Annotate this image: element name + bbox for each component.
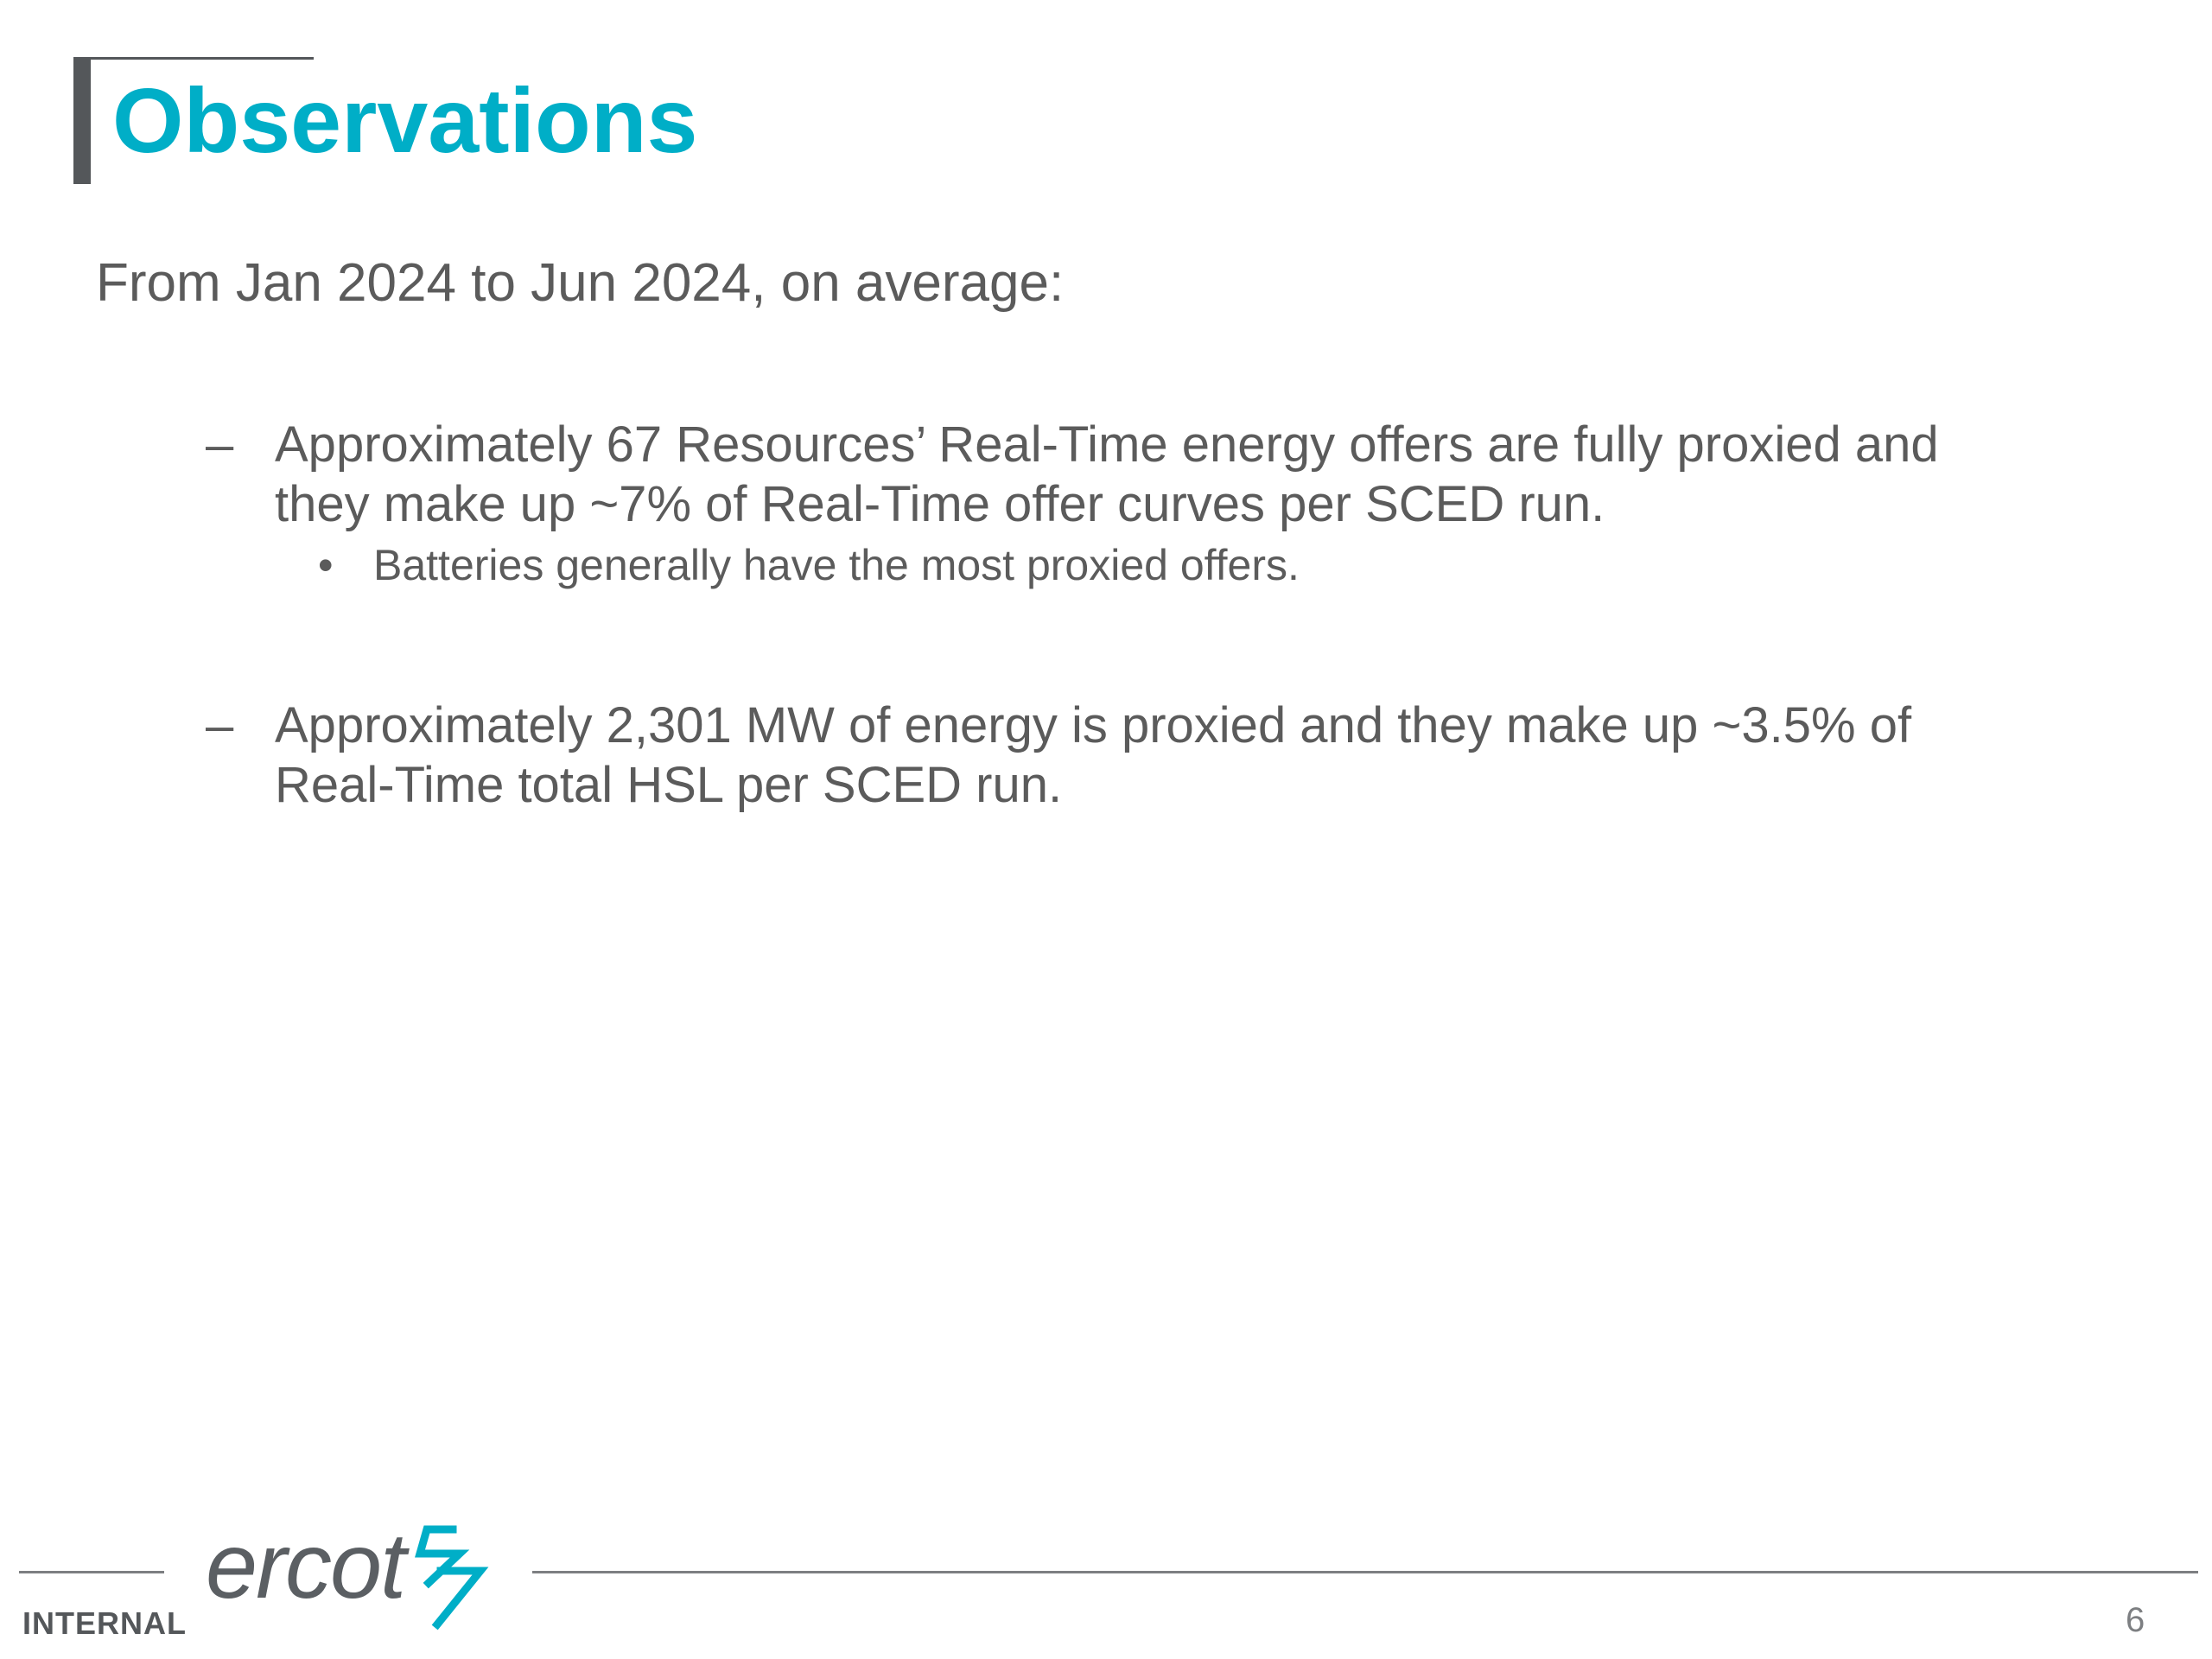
title-accent-rule [73, 57, 314, 60]
ercot-logo: ercot [206, 1519, 499, 1631]
bullet-item-resources: – Approximately 67 Resources’ Real-Time … [206, 415, 2020, 534]
page-number: 6 [2126, 1601, 2145, 1639]
slide-title: Observations [112, 70, 698, 172]
footer-rule-right [532, 1571, 2198, 1573]
bullet-text: Approximately 2,301 MW of energy is prox… [275, 697, 1912, 813]
intro-text: From Jan 2024 to Jun 2024, on average: [96, 253, 1065, 313]
dash-bullet-marker: – [206, 697, 234, 753]
dot-bullet-marker: • [318, 541, 334, 589]
logo-wordmark: ercot [206, 1513, 406, 1618]
footer-rule-left [19, 1571, 164, 1573]
bullet-item-energy: – Approximately 2,301 MW of energy is pr… [206, 696, 2020, 815]
classification-label: INTERNAL [22, 1605, 187, 1641]
sub-bullet-text: Batteries generally have the most proxie… [373, 541, 1300, 589]
bullet-text: Approximately 67 Resources’ Real-Time en… [275, 416, 1939, 532]
dash-bullet-marker: – [206, 416, 234, 473]
title-accent-bar [73, 57, 91, 184]
ercot-bolt-icon [415, 1525, 489, 1630]
sub-bullet-item-batteries: • Batteries generally have the most prox… [318, 539, 1929, 591]
